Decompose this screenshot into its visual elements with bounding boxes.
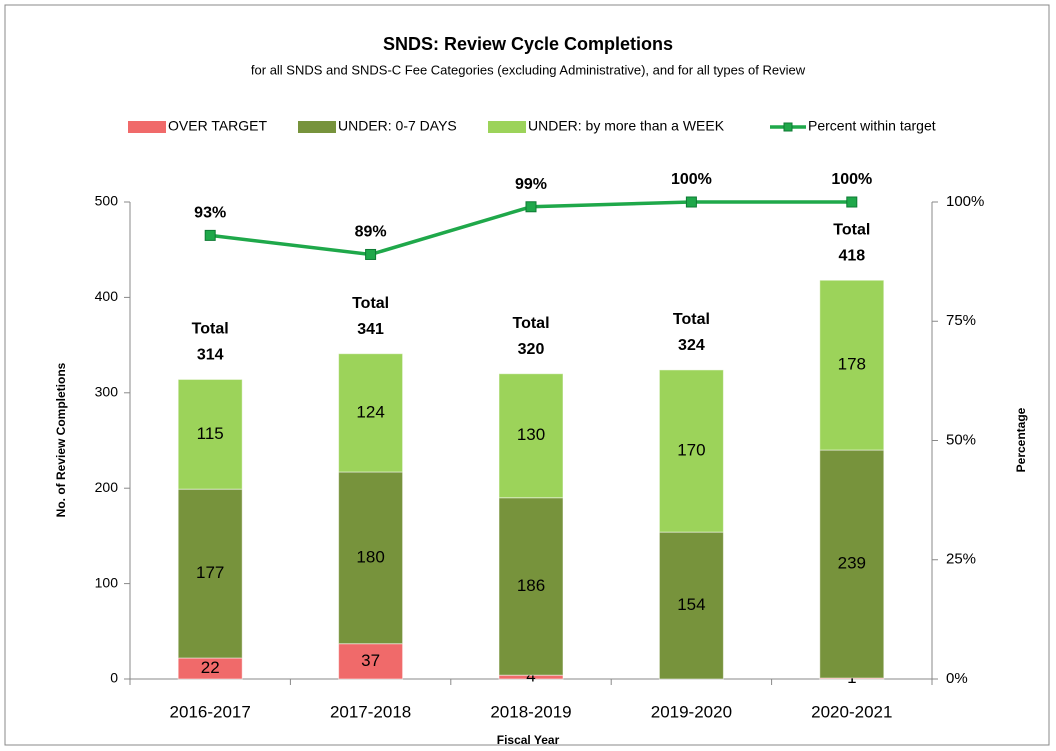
total-caption: Total bbox=[352, 295, 389, 312]
y-tick-label: 400 bbox=[95, 288, 119, 304]
x-tick-label: 2017-2018 bbox=[330, 702, 411, 721]
y-tick-label: 100 bbox=[95, 574, 119, 590]
y-axis-label: No. of Review Completions bbox=[54, 362, 68, 517]
y2-tick-label: 50% bbox=[946, 431, 976, 448]
bar-value-label: 37 bbox=[361, 651, 380, 670]
percent-label: 93% bbox=[194, 205, 226, 222]
y-tick-label: 500 bbox=[95, 193, 119, 209]
total-value: 418 bbox=[838, 247, 865, 264]
total-caption: Total bbox=[673, 311, 710, 328]
bar-value-label: 239 bbox=[838, 554, 866, 573]
bar-segment bbox=[177, 378, 243, 490]
total-caption: Total bbox=[833, 221, 870, 238]
bar-segment bbox=[658, 369, 724, 533]
bar-segment bbox=[338, 353, 404, 473]
x-tick-label: 2020-2021 bbox=[811, 702, 892, 721]
y-tick-label: 200 bbox=[95, 479, 119, 495]
x-axis-label: Fiscal Year bbox=[497, 733, 560, 747]
legend-label: Percent within target bbox=[808, 118, 936, 134]
legend-label: OVER TARGET bbox=[168, 118, 268, 134]
legend-swatch bbox=[128, 121, 166, 133]
bar-value-label: 180 bbox=[356, 547, 384, 566]
total-caption: Total bbox=[192, 321, 229, 338]
bar-segment bbox=[498, 373, 564, 499]
percent-label: 100% bbox=[831, 171, 872, 188]
bar-value-label: 124 bbox=[356, 402, 384, 421]
bar-segment bbox=[177, 488, 243, 659]
y-tick-label: 300 bbox=[95, 384, 119, 400]
total-value: 320 bbox=[518, 341, 545, 358]
bar-segment bbox=[658, 531, 724, 680]
bar-segment bbox=[338, 643, 404, 680]
percent-label: 89% bbox=[355, 224, 387, 241]
total-value: 341 bbox=[357, 321, 384, 338]
bar-value-label: 4 bbox=[526, 667, 535, 686]
x-tick-label: 2018-2019 bbox=[490, 702, 571, 721]
bar-segment bbox=[819, 449, 885, 679]
bar-value-label: 154 bbox=[677, 595, 705, 614]
x-tick-label: 2019-2020 bbox=[651, 702, 732, 721]
percent-marker bbox=[365, 248, 377, 260]
bar-value-label: 177 bbox=[196, 563, 224, 582]
y2-tick-label: 100% bbox=[946, 193, 984, 210]
legend-label: UNDER: by more than a WEEK bbox=[528, 118, 725, 134]
legend-swatch bbox=[488, 121, 526, 133]
y-tick-label: 0 bbox=[110, 670, 118, 686]
bar-segment bbox=[498, 497, 564, 676]
x-tick-label: 2016-2017 bbox=[170, 702, 251, 721]
chart-subtitle: for all SNDS and SNDS-C Fee Categories (… bbox=[251, 62, 806, 77]
legend-label: UNDER: 0-7 DAYS bbox=[338, 118, 457, 134]
y2-tick-label: 0% bbox=[946, 670, 968, 687]
bar-segment bbox=[338, 471, 404, 645]
legend-marker bbox=[783, 122, 793, 132]
y2-tick-label: 75% bbox=[946, 312, 976, 329]
legend-swatch bbox=[298, 121, 336, 133]
percent-label: 99% bbox=[515, 176, 547, 193]
total-value: 314 bbox=[197, 347, 224, 364]
bar-value-label: 178 bbox=[838, 355, 866, 374]
bar-value-label: 115 bbox=[197, 424, 224, 443]
percent-marker bbox=[204, 229, 216, 241]
percent-marker bbox=[685, 196, 697, 208]
bar-value-label: 170 bbox=[677, 440, 705, 459]
bar-segment bbox=[819, 279, 885, 451]
percent-marker bbox=[525, 201, 537, 213]
percent-label: 100% bbox=[671, 171, 712, 188]
percent-marker bbox=[846, 196, 858, 208]
y2-tick-label: 25% bbox=[946, 551, 976, 568]
y2-axis-label: Percentage bbox=[1014, 407, 1028, 472]
bar-value-label: 130 bbox=[517, 425, 545, 444]
bar-value-label: 186 bbox=[517, 576, 545, 595]
total-caption: Total bbox=[512, 315, 549, 332]
total-value: 324 bbox=[678, 337, 705, 354]
bar-value-label: 22 bbox=[201, 658, 220, 677]
chart-title: SNDS: Review Cycle Completions bbox=[383, 34, 673, 54]
